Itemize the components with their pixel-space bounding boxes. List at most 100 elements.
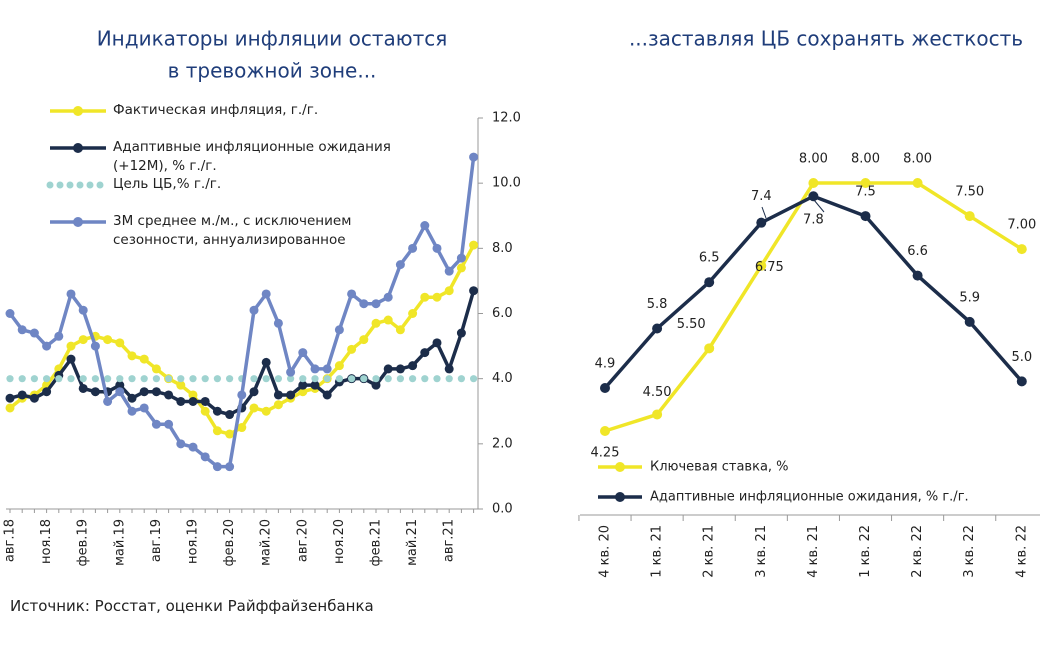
marker (322, 390, 332, 400)
marker (78, 383, 88, 393)
marker (470, 375, 478, 383)
x-tick-label: 2 кв. 22 (910, 525, 925, 578)
marker (395, 364, 405, 374)
marker (212, 426, 222, 436)
x-tick-label: 2 кв. 21 (702, 525, 717, 578)
marker (128, 375, 136, 383)
marker (78, 305, 88, 315)
marker (432, 338, 442, 348)
legend-label: Адаптивные инфляционные ожидания, % г./г… (650, 490, 969, 505)
marker (225, 429, 235, 439)
data-label: 5.8 (647, 297, 668, 312)
marker (420, 348, 430, 358)
marker (274, 375, 282, 383)
legend-swatch (73, 106, 83, 116)
marker (286, 367, 296, 377)
marker (115, 338, 125, 348)
marker (652, 409, 663, 420)
marker (408, 309, 418, 318)
marker (188, 442, 198, 452)
data-label: 4.9 (595, 357, 616, 372)
marker (395, 260, 405, 270)
marker (348, 375, 356, 383)
marker (383, 292, 393, 302)
marker (287, 375, 295, 383)
marker (420, 292, 430, 302)
marker (322, 364, 332, 374)
marker (420, 221, 430, 231)
data-label: 8.00 (903, 152, 932, 167)
source: Источник: Росстат, оценки Райффайзенбанк… (10, 597, 374, 615)
marker (286, 390, 296, 400)
x-tick-label: май.19 (112, 519, 127, 566)
data-label: 6.75 (755, 260, 784, 275)
marker (469, 286, 479, 296)
marker (912, 270, 923, 281)
marker (139, 354, 149, 364)
marker (103, 335, 113, 345)
marker (188, 390, 198, 400)
x-tick-label: ноя.19 (186, 519, 201, 564)
legend-swatch (615, 462, 625, 472)
chart-title: в тревожной зоне... (168, 59, 377, 83)
marker (189, 375, 197, 383)
marker (860, 211, 871, 222)
marker (756, 260, 767, 271)
x-tick-label: 4 кв. 20 (598, 525, 613, 578)
marker (104, 375, 112, 383)
marker (408, 243, 418, 253)
legend-swatch (73, 217, 83, 227)
marker (30, 375, 38, 383)
marker (273, 318, 283, 328)
marker (808, 178, 819, 188)
marker (176, 439, 186, 449)
marker (91, 375, 99, 383)
marker (54, 331, 64, 341)
chart-title: ...заставляя ЦБ сохранять жесткость (629, 27, 1023, 51)
marker (176, 396, 186, 406)
marker (226, 375, 234, 383)
marker (66, 354, 76, 364)
legend-swatch (96, 181, 104, 189)
marker (1016, 376, 1027, 387)
x-tick-label: 1 кв. 22 (858, 525, 873, 578)
marker (334, 325, 344, 335)
marker (335, 375, 343, 383)
x-tick-label: фев.20 (222, 519, 237, 566)
marker (176, 380, 186, 390)
marker (445, 375, 453, 383)
leader (761, 206, 767, 219)
marker (66, 341, 76, 351)
marker (457, 375, 465, 383)
marker (5, 393, 15, 403)
legend-label: Адаптивные инфляционные ожидания (+12М),… (113, 139, 391, 174)
marker (323, 375, 331, 383)
marker (383, 364, 393, 374)
data-label: 7.8 (803, 213, 824, 228)
marker (600, 383, 610, 394)
marker (90, 387, 100, 397)
marker (273, 390, 283, 400)
y-tick-label: 12.0 (492, 111, 521, 126)
marker (250, 375, 258, 383)
data-label: 7.5 (855, 185, 876, 200)
marker (273, 400, 283, 410)
marker (249, 305, 259, 315)
marker (115, 387, 125, 397)
marker (200, 452, 210, 462)
marker (164, 390, 174, 400)
marker (444, 286, 454, 296)
x-tick-label: ноя.18 (39, 519, 54, 564)
legend-label: Фактическая инфляция, г./г. (113, 102, 319, 118)
data-label: 8.00 (799, 152, 828, 167)
x-tick-label: фев.19 (76, 519, 91, 566)
x-tick-label: 4 кв. 21 (806, 525, 821, 578)
marker (808, 191, 819, 202)
marker (43, 375, 51, 383)
marker (372, 375, 380, 383)
marker (151, 419, 161, 429)
marker (127, 393, 137, 403)
marker (116, 375, 124, 383)
marker (408, 361, 418, 371)
marker (310, 380, 320, 390)
